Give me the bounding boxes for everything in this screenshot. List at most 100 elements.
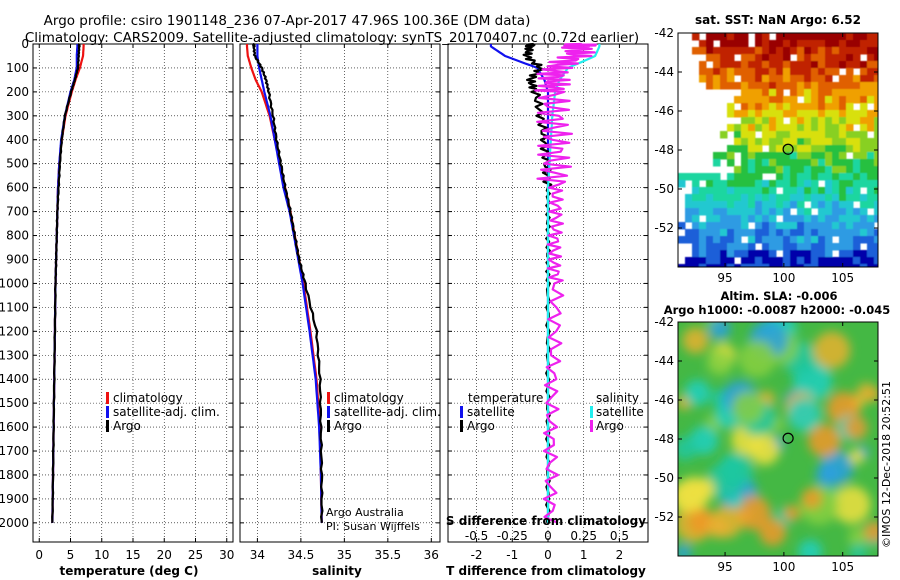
sst-cell bbox=[790, 117, 798, 125]
sst-cell bbox=[874, 138, 878, 146]
sst-cell bbox=[811, 215, 819, 223]
sst-cell bbox=[755, 40, 763, 48]
sst-cell bbox=[839, 243, 847, 251]
sst-cell bbox=[678, 236, 686, 244]
sst-cell bbox=[706, 194, 714, 202]
sla-blob bbox=[678, 544, 692, 556]
sst-cell bbox=[762, 89, 770, 97]
sst-cell bbox=[846, 54, 854, 62]
difference-legend: temperature satellite Argo salinity sate… bbox=[460, 391, 644, 433]
x-tick-label: 1 bbox=[580, 548, 588, 562]
sst-cell bbox=[860, 159, 868, 167]
sst-cell bbox=[867, 110, 875, 118]
map-y-tick-label: -52 bbox=[654, 221, 674, 235]
sst-cell bbox=[853, 145, 861, 153]
sst-cell bbox=[825, 82, 833, 90]
sst-cell bbox=[734, 40, 742, 48]
sst-cell bbox=[762, 138, 770, 146]
sst-cell bbox=[797, 215, 805, 223]
sst-cell bbox=[741, 40, 749, 48]
sst-cell bbox=[804, 47, 812, 55]
sst-cell bbox=[748, 229, 756, 237]
sst-cell bbox=[734, 250, 742, 258]
sst-cell bbox=[853, 236, 861, 244]
sst-cell bbox=[692, 222, 700, 230]
map-x-tick-label: 95 bbox=[717, 271, 732, 285]
sst-cell bbox=[762, 96, 770, 104]
sst-cell bbox=[804, 215, 812, 223]
sst-cell bbox=[839, 194, 847, 202]
sst-cell bbox=[811, 152, 819, 160]
sst-cell bbox=[839, 96, 847, 104]
sst-cell bbox=[846, 194, 854, 202]
sst-cell bbox=[706, 215, 714, 223]
sst-cell bbox=[769, 145, 777, 153]
sst-cell bbox=[846, 117, 854, 125]
sst-cell bbox=[846, 145, 854, 153]
sst-cell bbox=[846, 180, 854, 188]
sst-cell bbox=[748, 61, 756, 69]
sst-cell bbox=[699, 222, 707, 230]
series-line-s-argo bbox=[534, 42, 598, 524]
sst-cell bbox=[832, 187, 840, 195]
sst-cell bbox=[769, 236, 777, 244]
sst-cell bbox=[741, 124, 749, 132]
sst-cell bbox=[755, 159, 763, 167]
sst-cell bbox=[748, 117, 756, 125]
sst-cell bbox=[706, 75, 714, 83]
sst-cell bbox=[748, 159, 756, 167]
temperature-xlabel: temperature (deg C) bbox=[60, 564, 199, 578]
depth-tick-label: 400 bbox=[6, 133, 29, 147]
sst-cell bbox=[804, 54, 812, 62]
sst-cell bbox=[846, 89, 854, 97]
sst-cell bbox=[853, 250, 861, 258]
sst-cell bbox=[776, 103, 784, 111]
sst-cell bbox=[762, 229, 770, 237]
sst-cell bbox=[825, 61, 833, 69]
sst-cell bbox=[776, 145, 784, 153]
sst-cell bbox=[741, 173, 749, 181]
sst-cell bbox=[839, 201, 847, 209]
sst-cell bbox=[734, 180, 742, 188]
sla-blob bbox=[849, 543, 867, 556]
sst-cell bbox=[713, 215, 721, 223]
sst-cell bbox=[860, 47, 868, 55]
sst-cell bbox=[818, 152, 826, 160]
sst-cell bbox=[762, 47, 770, 55]
sst-cell bbox=[874, 89, 878, 97]
sst-cell bbox=[699, 264, 707, 267]
sst-cell bbox=[713, 187, 721, 195]
sla-blob bbox=[678, 436, 698, 461]
sst-cell bbox=[776, 180, 784, 188]
sst-cell bbox=[769, 68, 777, 76]
sst-cell bbox=[825, 89, 833, 97]
sst-cell bbox=[692, 47, 700, 55]
sst-cell bbox=[783, 180, 791, 188]
sst-cell bbox=[741, 166, 749, 174]
map-y-tick-label: -52 bbox=[654, 510, 674, 524]
sst-cell bbox=[741, 110, 749, 118]
sst-cell bbox=[755, 229, 763, 237]
sst-cell bbox=[867, 194, 875, 202]
sst-cell bbox=[762, 201, 770, 209]
sst-cell bbox=[769, 47, 777, 55]
sst-cell bbox=[720, 40, 728, 48]
sst-cell bbox=[818, 124, 826, 132]
depth-tick-label: 1900 bbox=[0, 492, 29, 506]
sst-cell bbox=[811, 47, 819, 55]
sst-cell bbox=[867, 201, 875, 209]
s-tick-label: -0.25 bbox=[497, 529, 528, 543]
depth-tick-label: 100 bbox=[6, 61, 29, 75]
sst-cell bbox=[783, 75, 791, 83]
sla-blob bbox=[856, 382, 877, 404]
sst-cell bbox=[727, 47, 735, 55]
sla-blob bbox=[848, 527, 868, 547]
sst-cell bbox=[818, 201, 826, 209]
sst-cell bbox=[839, 159, 847, 167]
sst-cell bbox=[860, 173, 868, 181]
sst-cell bbox=[811, 117, 819, 125]
sst-cell bbox=[748, 145, 756, 153]
sst-cell bbox=[762, 75, 770, 83]
x-tick-label: 36 bbox=[424, 548, 439, 562]
sst-cell bbox=[713, 173, 721, 181]
